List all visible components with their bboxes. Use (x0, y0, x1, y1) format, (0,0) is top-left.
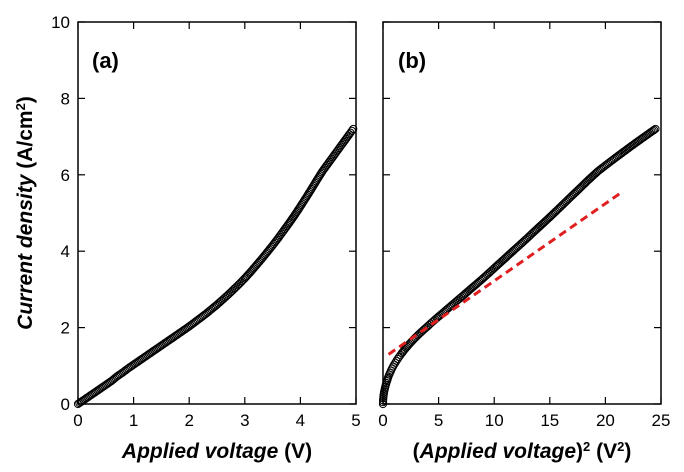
y-axis-label: Current density (A/cm2) (13, 96, 38, 330)
panel-b-ticks: 0 5 10 15 20 25 (378, 21, 671, 430)
panel-a-points (73, 124, 358, 409)
x-tick-label: 5 (434, 411, 443, 430)
y-tick-label: 4 (61, 242, 70, 261)
x-tick-label: 2 (184, 411, 193, 430)
data-point-interp (643, 130, 652, 139)
panel-b-fit-line (387, 190, 623, 356)
data-point (349, 124, 358, 134)
panel-b: 0 5 10 15 20 25 (b) (Applied voltage)2 (V2) (378, 21, 671, 464)
y-tick-label: 2 (61, 319, 70, 338)
data-point-interp (649, 125, 659, 135)
x-tick-label: 0 (378, 411, 387, 430)
data-point (423, 322, 432, 331)
data-point-interp (421, 323, 431, 332)
data-point-interp (637, 134, 647, 143)
y-tick-label: 6 (61, 166, 70, 185)
panel-b-label: (b) (398, 48, 426, 73)
x-tick-label: 0 (73, 411, 82, 430)
y-tick-label: 8 (61, 89, 70, 108)
fit-line (387, 190, 623, 356)
x-tick-label: 5 (351, 411, 360, 430)
data-point-interp (289, 212, 299, 221)
data-point-interp (647, 127, 656, 136)
y-tick-label: 10 (51, 13, 70, 32)
data-point (235, 279, 244, 289)
y-tick-label: 0 (61, 395, 70, 414)
panel-a-ticks: 0 1 2 3 4 5 0 2 4 6 8 10 (51, 13, 361, 430)
panel-a-frame (77, 21, 357, 405)
data-point (651, 124, 660, 134)
panel-b-points (378, 124, 660, 409)
panel-b-x-axis-label: (Applied voltage)2 (V2) (413, 439, 632, 464)
data-point-interp (233, 281, 242, 290)
x-tick-label: 4 (296, 411, 305, 430)
panel-a-label: (a) (92, 48, 119, 73)
data-point-interp (641, 131, 651, 140)
data-point-interp (644, 129, 653, 138)
data-point-interp (236, 278, 245, 287)
panel-b-frame (382, 21, 662, 405)
data-point-interp (121, 366, 130, 375)
data-point-interp (232, 282, 241, 291)
data-point-interp (640, 132, 649, 141)
data-point-interp (347, 126, 356, 135)
x-tick-label: 3 (240, 411, 249, 430)
data-point (635, 136, 644, 145)
panel-a: 0 1 2 3 4 5 0 2 4 6 8 10 (a) Applied voltage (V) Cu… (13, 13, 361, 463)
x-tick-label: 20 (596, 411, 615, 430)
data-point-interp (288, 213, 298, 222)
data-point-interp (122, 365, 131, 374)
x-tick-label: 10 (485, 411, 504, 430)
data-point-interp (648, 126, 657, 135)
data-point-interp (636, 135, 645, 144)
panel-a-x-axis-label: Applied voltage (V) (121, 440, 312, 463)
x-tick-label: 1 (129, 411, 138, 430)
x-tick-label: 25 (652, 411, 671, 430)
data-point-interp (639, 133, 648, 142)
data-point (645, 128, 655, 137)
data-point-interp (183, 323, 192, 332)
data-point-interp (116, 369, 126, 378)
x-tick-label: 15 (540, 411, 559, 430)
data-point-interp (111, 373, 120, 382)
